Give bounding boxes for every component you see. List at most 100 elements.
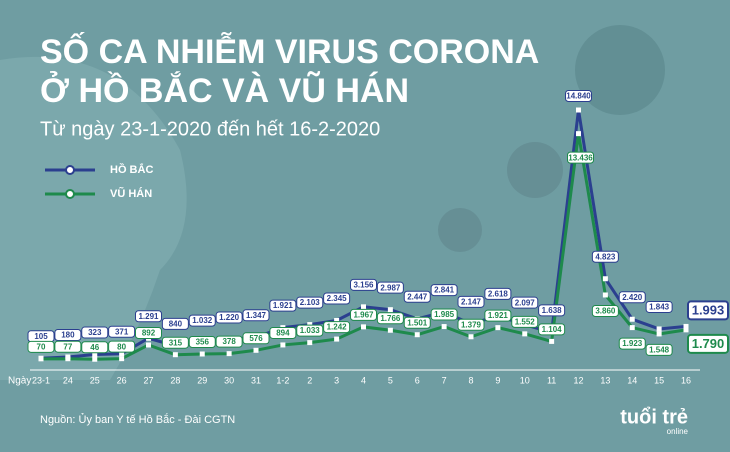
legend-label: VŨ HÁN: [110, 187, 152, 200]
data-point: [629, 316, 635, 322]
value-label: 1.923: [622, 339, 643, 348]
x-tick-label: 28: [170, 375, 180, 385]
value-label: 2.345: [327, 294, 348, 303]
data-point: [602, 276, 608, 282]
value-label: 1.921: [273, 301, 294, 310]
value-label-box: [591, 304, 619, 317]
value-label: 105: [34, 332, 48, 341]
value-label-box: [376, 281, 404, 294]
value-label-box: [54, 340, 82, 353]
x-tick-label: 6: [415, 375, 420, 385]
data-point: [387, 327, 393, 333]
x-tick-label: 31: [251, 375, 261, 385]
x-tick-label: 12: [573, 375, 583, 385]
data-point: [38, 356, 44, 362]
value-label-box: [215, 311, 243, 324]
legend-label: HỒ BẮC: [110, 163, 153, 176]
value-label-box: [188, 336, 216, 349]
x-tick-label: 8: [468, 375, 473, 385]
value-label: 180: [61, 331, 75, 340]
value-label: 14.840: [566, 92, 591, 101]
value-label-box: [350, 278, 377, 291]
value-label: 1.985: [434, 310, 455, 319]
value-label-box: [645, 343, 673, 356]
value-label: 315: [169, 338, 183, 347]
value-label-box: [511, 315, 539, 328]
value-label: 1.032: [192, 316, 213, 325]
x-tick-label: 10: [520, 375, 530, 385]
value-label: 1.790: [692, 336, 725, 351]
data-point: [307, 340, 313, 346]
x-tick-label: 9: [495, 375, 500, 385]
value-label-box: [81, 341, 109, 354]
logo: tuổi trẻ: [620, 406, 688, 428]
value-label-box: [687, 300, 729, 321]
value-label-box: [296, 296, 324, 309]
value-label: 1.347: [246, 311, 267, 320]
value-label-box: [54, 328, 82, 341]
value-label-box: [484, 309, 512, 322]
data-point: [576, 107, 581, 113]
value-label: 356: [196, 338, 210, 347]
value-label-box: [81, 326, 109, 339]
data-point: [683, 323, 689, 329]
data-point: [361, 324, 366, 330]
value-label-box: [135, 326, 162, 339]
x-tick-label: 24: [63, 375, 73, 385]
data-point: [334, 336, 340, 342]
data-point: [629, 325, 635, 331]
value-label-box: [108, 340, 136, 353]
chart-subtitle: Từ ngày 23-1-2020 đến hết 16-2-2020: [40, 118, 380, 140]
data-point: [683, 327, 689, 333]
value-label: 1.766: [380, 314, 401, 323]
value-label-box: [269, 299, 297, 312]
data-point: [172, 352, 178, 358]
value-label-box: [457, 318, 485, 331]
x-tick-label: 23-1: [32, 375, 50, 385]
value-label-box: [161, 317, 189, 330]
x-tick-label: 5: [388, 375, 393, 385]
value-label: 1.993: [692, 302, 725, 317]
data-point: [656, 326, 662, 332]
value-label: 70: [37, 342, 46, 351]
x-tick-label: 16: [681, 375, 691, 385]
x-tick-label: 15: [654, 375, 664, 385]
value-label: 894: [276, 329, 290, 338]
logo-sub: online: [667, 427, 689, 436]
value-label-box: [161, 336, 189, 349]
value-label: 46: [90, 343, 99, 352]
data-point: [65, 356, 71, 362]
value-label-box: [618, 291, 646, 304]
value-label: 1.638: [542, 306, 563, 315]
x-tick-label: 2: [307, 375, 312, 385]
x-tick-label: 11: [547, 375, 556, 385]
data-point: [92, 352, 98, 358]
value-label-box: [687, 333, 729, 354]
value-label: 80: [117, 342, 126, 351]
value-label: 1.033: [300, 326, 321, 335]
decor-head: [0, 56, 187, 381]
x-tick-label: 29: [197, 375, 207, 385]
value-label-box: [567, 151, 594, 164]
data-point: [226, 351, 232, 357]
legend-marker: [65, 165, 75, 175]
data-point: [253, 347, 259, 353]
value-label-box: [511, 296, 539, 309]
x-tick-label: 30: [224, 375, 234, 385]
value-label-box: [484, 287, 512, 300]
data-point: [468, 334, 474, 340]
value-label-box: [296, 324, 324, 337]
value-label: 371: [115, 327, 129, 336]
decor-virus: [575, 25, 665, 115]
data-point: [387, 307, 393, 313]
data-point: [495, 325, 501, 331]
value-label: 576: [249, 334, 263, 343]
x-tick-label: 13: [600, 375, 610, 385]
value-label: 2.987: [380, 283, 401, 292]
value-label: 1.242: [327, 323, 348, 332]
value-label-box: [430, 284, 458, 297]
value-label: 1.291: [138, 312, 159, 321]
data-point: [602, 292, 608, 298]
value-label: 2.097: [515, 298, 536, 307]
